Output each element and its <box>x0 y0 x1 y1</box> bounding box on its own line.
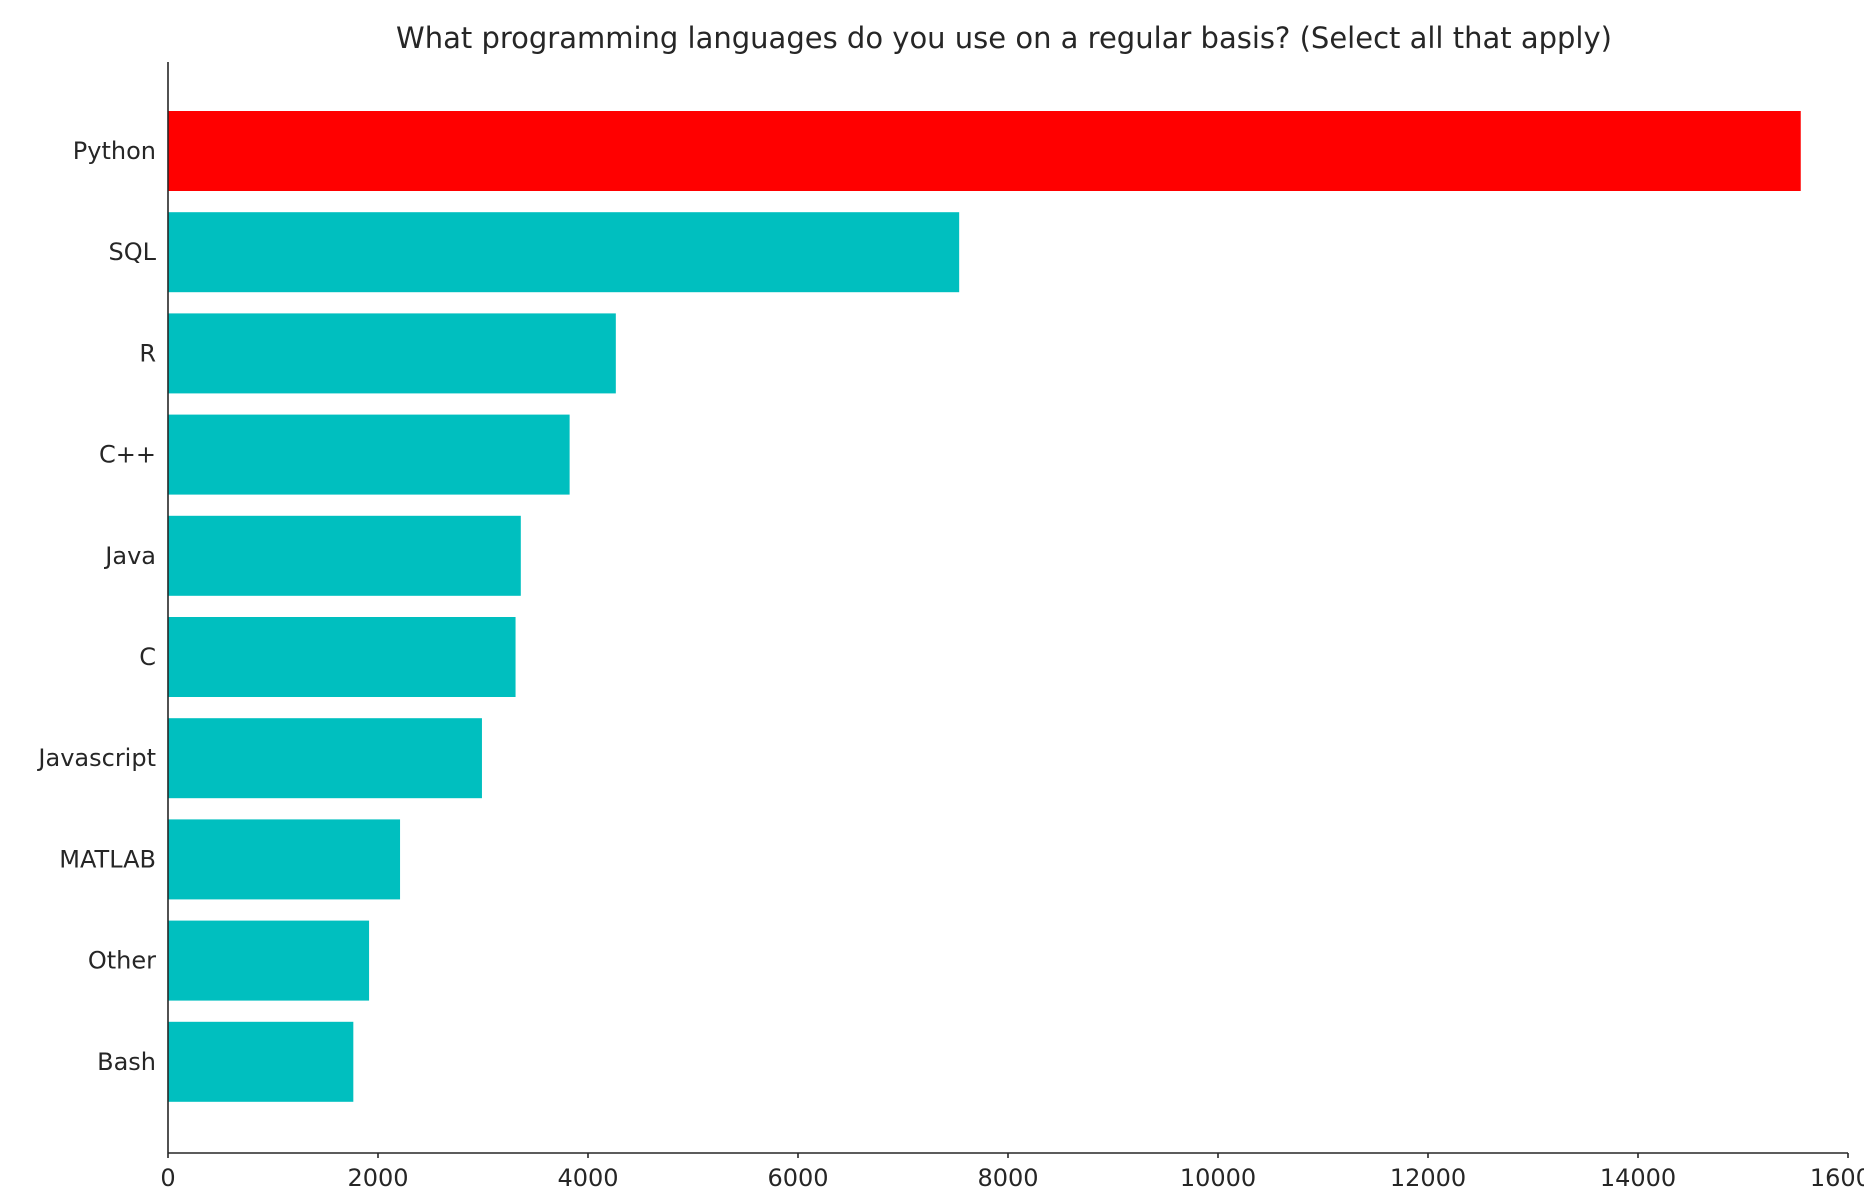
bar-r <box>168 313 616 394</box>
bar-c <box>168 617 516 697</box>
category-label-bash: Bash <box>97 1048 156 1076</box>
category-label-c: C <box>139 643 156 671</box>
x-tick-label-16000: 16000 <box>1810 1164 1864 1192</box>
category-label-other: Other <box>88 947 156 975</box>
category-labels: Python SQL R C++ Java C Javascript MATLAB Other B… <box>36 137 156 1076</box>
x-tick-label-14000: 14000 <box>1600 1164 1676 1192</box>
x-tick-label-4000: 4000 <box>557 1164 618 1192</box>
category-label-java: Java <box>103 542 156 570</box>
chart-title: What programming languages do you use on… <box>396 21 1612 55</box>
x-tick-label-6000: 6000 <box>767 1164 828 1192</box>
x-tick-label-2000: 2000 <box>347 1164 408 1192</box>
bar-other <box>168 920 370 1001</box>
bar-sql <box>168 212 960 293</box>
bar-python <box>168 111 1801 191</box>
category-label-r: R <box>139 339 156 367</box>
x-tick-label-12000: 12000 <box>1390 1164 1466 1192</box>
x-tick-label-0: 0 <box>160 1164 175 1192</box>
bar-bash <box>168 1021 354 1102</box>
bar-matlab <box>168 819 401 900</box>
x-axis-ticks: 0 2000 4000 6000 8000 10000 12000 14000 16000 <box>160 1153 1864 1192</box>
category-label-sql: SQL <box>109 238 157 266</box>
x-tick-label-8000: 8000 <box>977 1164 1038 1192</box>
bar-cplusplus <box>168 414 570 495</box>
category-label-cplusplus: C++ <box>99 441 156 469</box>
bar-javascript <box>168 718 482 799</box>
category-label-matlab: MATLAB <box>59 845 156 873</box>
bar-java <box>168 515 521 596</box>
bars-layer <box>168 111 1801 1102</box>
category-label-python: Python <box>73 137 156 165</box>
category-label-javascript: Javascript <box>36 744 156 772</box>
x-tick-label-10000: 10000 <box>1180 1164 1256 1192</box>
